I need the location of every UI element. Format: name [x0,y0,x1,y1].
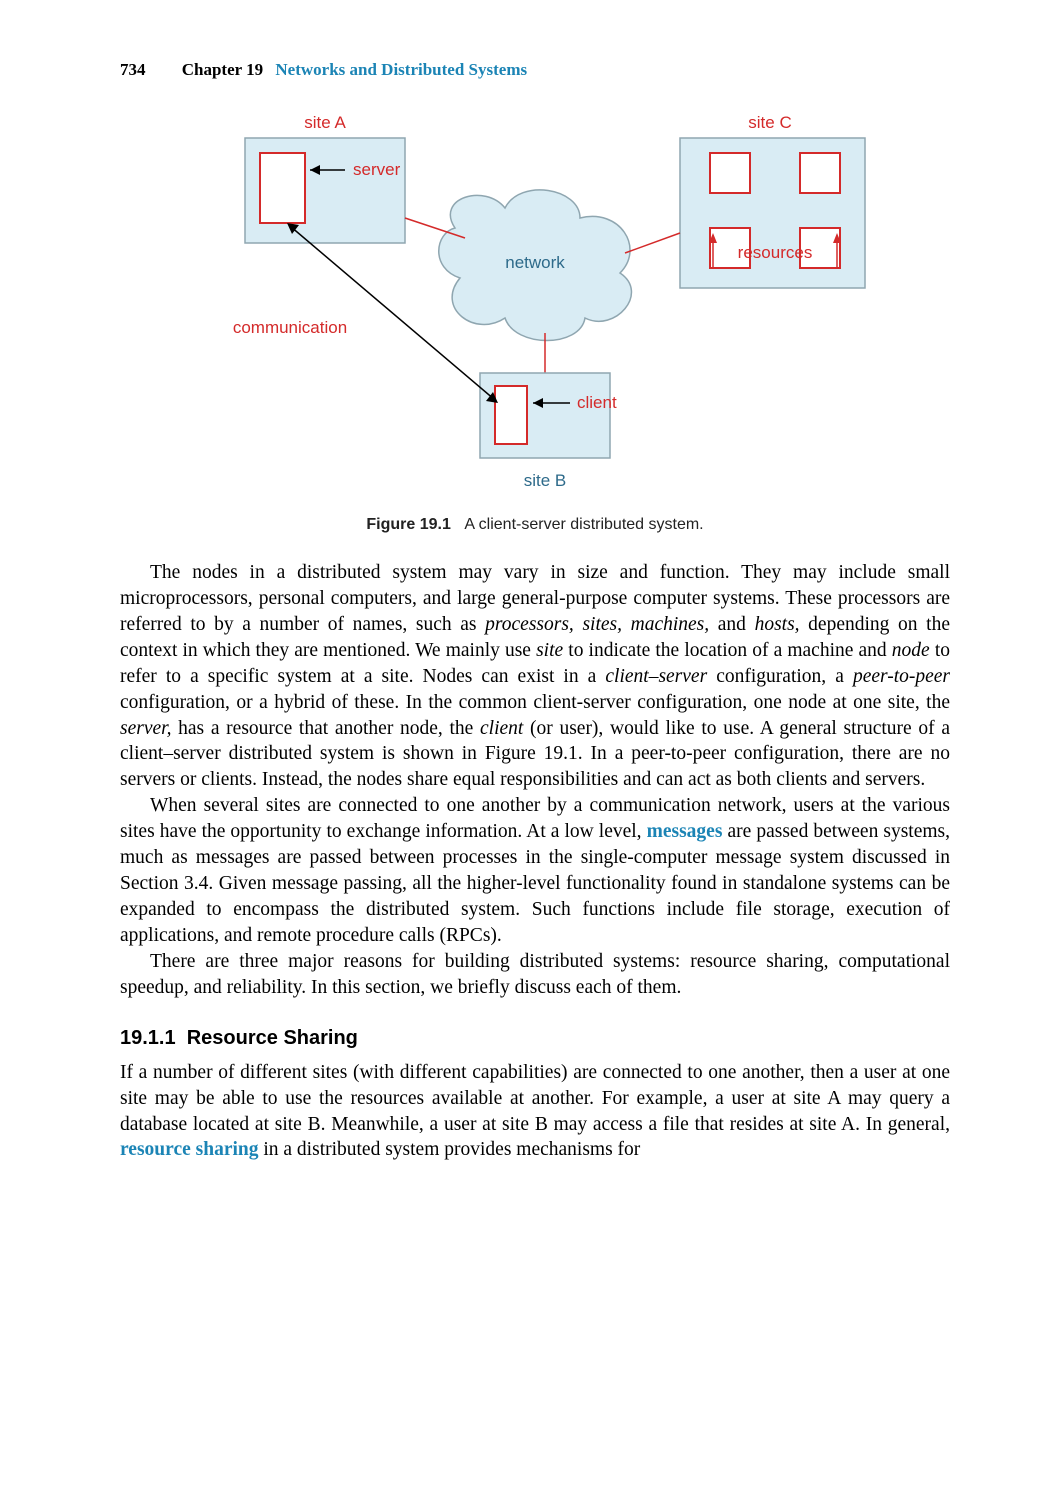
italic-text: processors, sites, machines, [485,614,709,635]
section-heading: 19.1.1 Resource Sharing [120,1027,950,1050]
text: configuration, or a hybrid of these. In … [120,692,950,713]
server-box [260,153,305,223]
link-c-network [625,233,680,253]
label-site-c: site C [748,113,791,132]
label-communication: communication [233,318,347,337]
figure-caption: Figure 19.1 A client-server distributed … [120,516,950,534]
italic-text: client–server [605,666,707,687]
page-number: 734 [120,60,146,79]
section-number: 19.1.1 [120,1027,176,1049]
text: and [709,614,754,635]
figure-caption-text: A client-server distributed system. [464,516,703,533]
paragraph-2: When several sites are connected to one … [120,793,950,949]
small-caps: RPC [446,925,483,946]
italic-text: peer-to-peer [853,666,950,687]
italic-text: node [892,640,930,661]
figure-19-1: site A server site C resources network [120,108,950,534]
label-server: server [353,160,401,179]
text: If a number of different sites (with dif… [120,1062,950,1135]
paragraph-4: If a number of different sites (with dif… [120,1060,950,1164]
text: to indicate the location of a machine an… [563,640,892,661]
text: There are three major reasons for buildi… [120,951,950,998]
italic-text: client [480,718,523,739]
text: configuration, a [707,666,853,687]
paragraph-1: The nodes in a distributed system may va… [120,560,950,793]
section-title: Resource Sharing [187,1027,358,1049]
page: 734 Chapter 19 Networks and Distributed … [0,0,1050,1500]
label-network: network [505,253,565,272]
text: has a resource that another node, the [171,718,480,739]
label-site-a: site A [304,113,346,132]
running-head: 734 Chapter 19 Networks and Distributed … [120,60,950,80]
term-messages: messages [647,821,723,842]
text: in a distributed system provides mechani… [258,1139,640,1160]
term-resource-sharing: resource sharing [120,1139,258,1160]
label-site-b: site B [524,471,567,490]
resource-box-1 [710,153,750,193]
body-text-2: If a number of different sites (with dif… [120,1060,950,1164]
client-box [495,386,527,444]
resource-box-2 [800,153,840,193]
paragraph-3: There are three major reasons for buildi… [120,949,950,1001]
chapter-title: Networks and Distributed Systems [275,60,527,79]
chapter-label: Chapter 19 [182,60,263,79]
italic-text: hosts, [755,614,800,635]
italic-text: server, [120,718,171,739]
label-client: client [577,393,617,412]
italic-text: site [536,640,563,661]
figure-svg: site A server site C resources network [175,108,895,498]
label-resources: resources [738,243,813,262]
body-text: The nodes in a distributed system may va… [120,560,950,1001]
figure-number: Figure 19.1 [366,516,450,533]
text: s). [483,925,502,946]
